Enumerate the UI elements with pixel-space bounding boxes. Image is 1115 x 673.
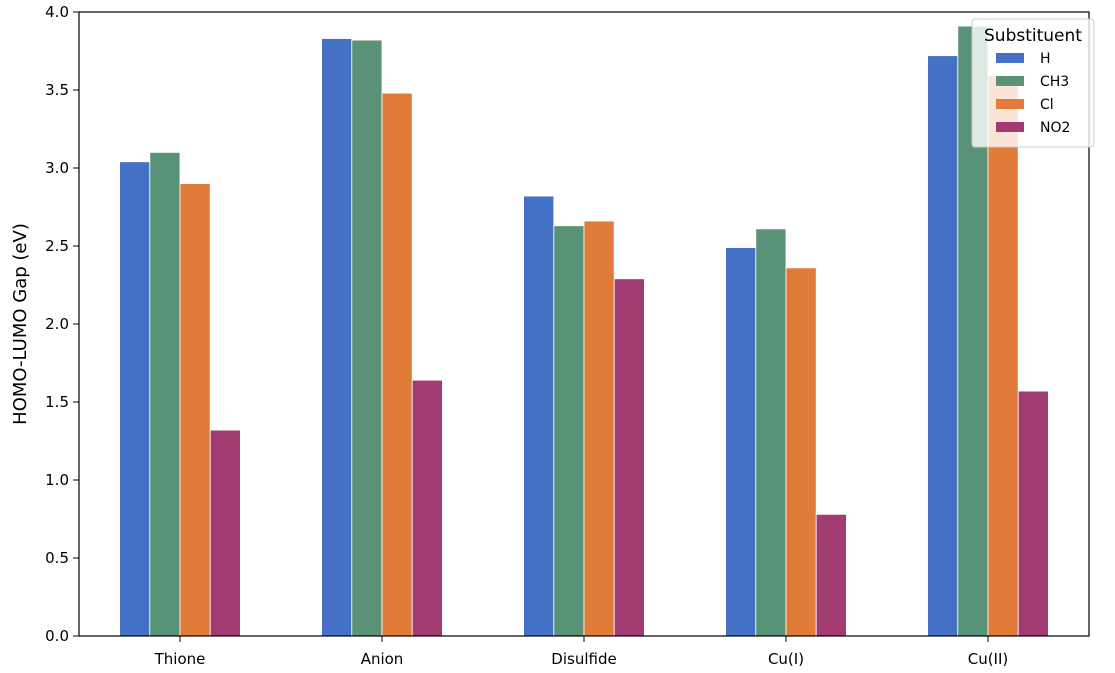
y-axis: 0.0 0.5 1.0 1.5 2.0 2.5 3.0 3.5 4.0 [45,3,79,645]
y-tick-label: 1.0 [45,471,69,489]
legend-swatch-no2 [996,122,1024,132]
y-tick-label: 3.0 [45,159,69,177]
legend-label-h: H [1040,51,1051,67]
bars-layer [119,25,1049,637]
bar-no2-cui [815,513,847,637]
legend-title: Substituent [984,26,1082,46]
legend-box [971,18,1095,148]
legend-swatch-ch3 [996,76,1024,86]
bar-h-cui [725,247,757,637]
bar-no2-anion [411,379,443,637]
y-tick-label: 1.5 [45,393,69,411]
y-axis-label: HOMO-LUMO Gap (eV) [10,223,31,425]
legend-label-no2: NO2 [1040,120,1070,136]
x-tick-label: Cu(II) [968,650,1009,668]
x-tick-label: Disulfide [551,650,616,668]
bar-ch3-thione [149,151,181,637]
x-tick-label: Cu(I) [768,650,804,668]
x-axis: Thione Anion Disulfide Cu(I) Cu(II) [154,636,1009,668]
bar-cl-cui [785,267,817,637]
x-tick-label: Anion [361,650,404,668]
bar-cl-thione [179,183,211,637]
legend-swatch-h [996,53,1024,63]
y-tick-label: 0.5 [45,549,69,567]
bar-ch3-anion [351,39,383,637]
legend-label-cl: Cl [1040,97,1054,113]
bar-ch3-disulfide [553,225,585,637]
legend-label-ch3: CH3 [1040,74,1069,90]
bar-cl-anion [381,92,413,637]
bar-no2-disulfide [613,278,645,637]
bar-h-anion [321,38,353,637]
legend-swatch-cl [996,99,1024,109]
legend: Substituent H CH3 Cl NO2 [971,18,1095,148]
y-tick-label: 4.0 [45,3,69,21]
bar-h-disulfide [523,195,555,637]
bar-no2-thione [209,429,241,637]
bar-cl-cuii [987,75,1019,637]
y-tick-label: 2.5 [45,237,69,255]
bar-cl-disulfide [583,220,615,637]
bar-no2-cuii [1017,390,1049,637]
bar-h-thione [119,161,151,637]
y-tick-label: 0.0 [45,627,69,645]
bar-h-cuii [927,55,959,637]
bar-ch3-cui [755,228,787,637]
y-tick-label: 3.5 [45,81,69,99]
y-tick-label: 2.0 [45,315,69,333]
x-tick-label: Thione [154,650,206,668]
